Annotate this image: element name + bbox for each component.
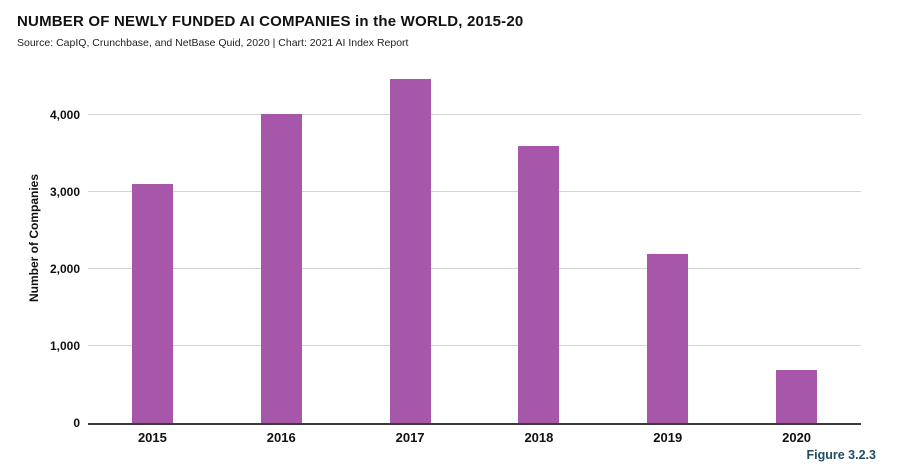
bar-2017 <box>389 78 431 423</box>
bar-2019 <box>647 253 689 423</box>
x-tick-label-2015: 2015 <box>137 430 167 445</box>
x-tick-label-2018: 2018 <box>524 430 554 445</box>
y-tick-label-1000: 1,000 <box>49 339 80 354</box>
gridline-1000 <box>88 345 861 347</box>
y-tick-label-3000: 3,000 <box>49 185 80 200</box>
bar-2020 <box>776 369 818 423</box>
x-tick-label-2016: 2016 <box>266 430 296 445</box>
figure-number-label: Figure 3.2.3 <box>806 448 876 462</box>
bar-chart-plot-area <box>88 70 861 425</box>
chart-title: NUMBER OF NEWLY FUNDED AI COMPANIES in t… <box>17 13 524 30</box>
gridline-2000 <box>88 268 861 270</box>
y-axis-tick-labels: 0 1,000 2,000 3,000 4,000 <box>0 70 80 430</box>
x-tick-label-2017: 2017 <box>395 430 425 445</box>
gridline-3000 <box>88 191 861 193</box>
x-tick-label-2020: 2020 <box>782 430 812 445</box>
chart-source-caption: Source: CapIQ, Crunchbase, and NetBase Q… <box>17 37 409 49</box>
bar-2018 <box>518 145 560 423</box>
x-axis-tick-labels: 2015 2016 2017 2018 2019 2020 <box>88 430 861 448</box>
y-tick-label-4000: 4,000 <box>49 108 80 123</box>
bar-2015 <box>131 183 173 423</box>
y-tick-label-2000: 2,000 <box>49 262 80 277</box>
x-tick-label-2019: 2019 <box>653 430 683 445</box>
bar-2016 <box>260 113 302 423</box>
y-tick-label-0: 0 <box>73 416 80 430</box>
gridline-4000 <box>88 114 861 116</box>
